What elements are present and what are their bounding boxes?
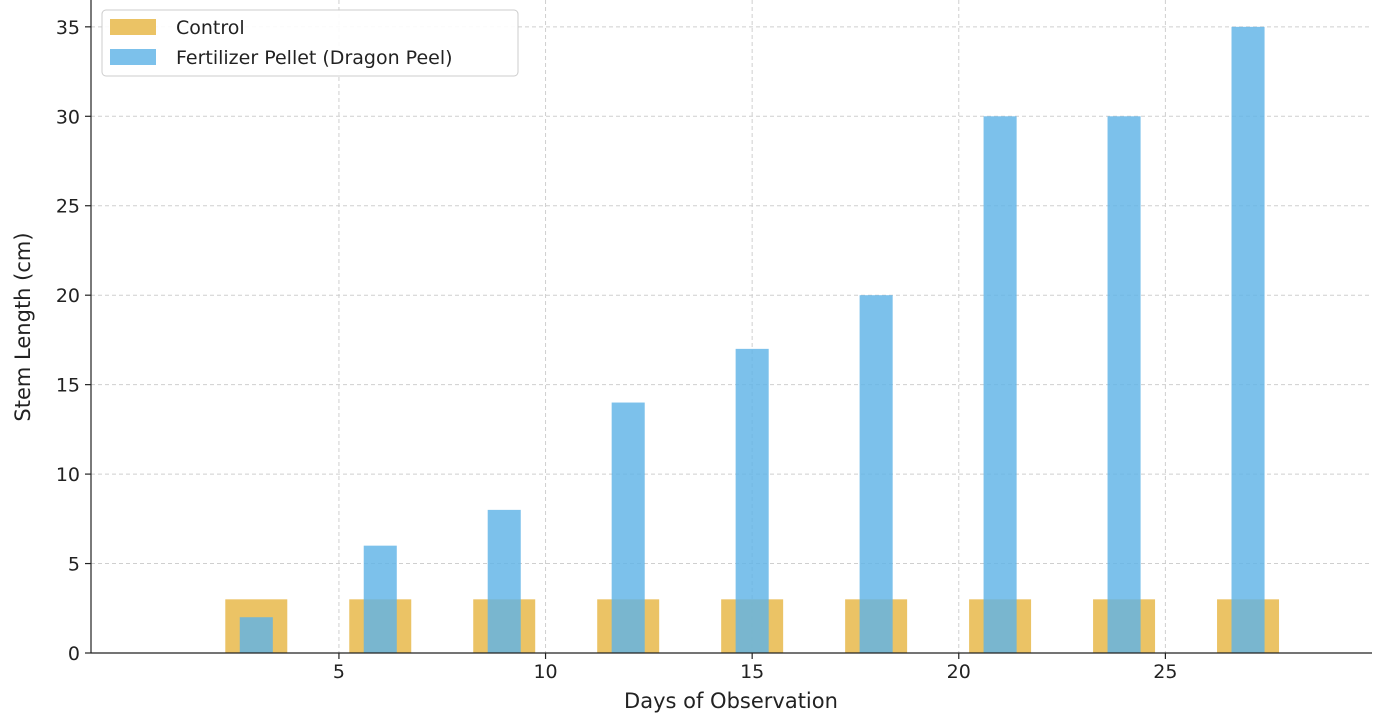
legend-swatch-control — [110, 19, 156, 35]
x-tick-label: 15 — [740, 661, 764, 683]
axes — [85, 0, 1372, 659]
bar-fertilizer — [1107, 116, 1141, 654]
x-tick-label: 20 — [947, 661, 971, 683]
y-tick-label: 10 — [56, 464, 80, 486]
bars — [225, 26, 1280, 654]
legend-swatch-fertilizer — [110, 49, 156, 65]
bar-fertilizer — [983, 116, 1017, 654]
bar-fertilizer — [363, 545, 397, 653]
x-axis-title: Days of Observation — [624, 689, 838, 713]
bar-fertilizer — [859, 295, 893, 653]
bar-fertilizer — [239, 617, 273, 653]
bar-fertilizer — [611, 402, 645, 653]
y-tick-label: 20 — [56, 285, 80, 307]
y-axis-title: Stem Length (cm) — [11, 232, 35, 421]
tick-labels: 5 10 15 20 25 0 5 10 15 20 25 30 35 — [56, 17, 1178, 683]
bar-fertilizer — [487, 509, 521, 653]
y-tick-label: 0 — [68, 643, 80, 665]
y-tick-label: 25 — [56, 196, 80, 218]
y-tick-label: 35 — [56, 17, 80, 39]
bar-fertilizer — [735, 348, 769, 653]
y-tick-label: 30 — [56, 106, 80, 128]
x-tick-label: 10 — [533, 661, 557, 683]
legend-label-fertilizer: Fertilizer Pellet (Dragon Peel) — [176, 47, 453, 69]
legend: Control Fertilizer Pellet (Dragon Peel) — [101, 9, 519, 77]
y-tick-label: 15 — [56, 375, 80, 397]
grid — [91, 0, 1372, 653]
legend-box — [101, 9, 519, 77]
y-tick-label: 5 — [68, 554, 80, 576]
legend-label-control: Control — [176, 17, 245, 39]
x-tick-label: 25 — [1153, 661, 1177, 683]
bar-fertilizer — [1231, 26, 1265, 653]
x-tick-label: 5 — [333, 661, 345, 683]
